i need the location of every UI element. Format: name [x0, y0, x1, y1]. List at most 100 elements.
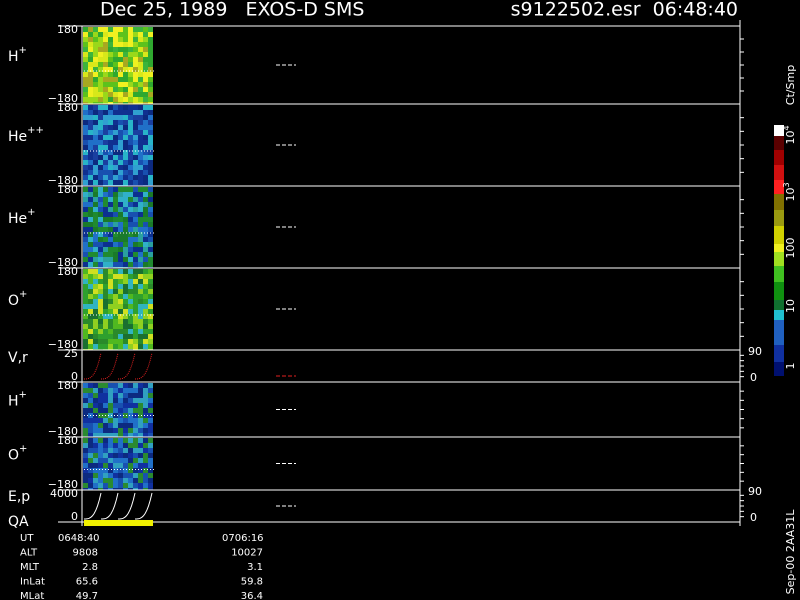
spectrogram-cell — [143, 197, 148, 202]
spectrogram-cell — [123, 42, 128, 47]
panel-label: E,p — [8, 489, 30, 505]
spectrogram-cell — [133, 388, 138, 393]
spectrogram-cell — [123, 468, 128, 473]
spectrogram-cell — [88, 192, 93, 197]
spectrogram-cell — [108, 309, 113, 314]
spectrogram-cell — [118, 423, 123, 428]
spectrogram-cell — [113, 92, 118, 97]
spectrogram-cell — [98, 170, 103, 175]
spectrogram-cell — [143, 334, 148, 339]
spectrogram-cell — [98, 473, 103, 478]
panel-label-base: H — [8, 49, 19, 65]
spectrogram-cell — [83, 155, 88, 160]
spectrogram-cell — [143, 398, 148, 403]
spectrogram-cell — [128, 262, 133, 267]
spectrogram-cell — [138, 269, 143, 274]
spectrogram-cell — [123, 473, 128, 478]
spectrogram-cell — [128, 304, 133, 309]
spectrogram-cell — [83, 37, 88, 42]
spectrogram-cell — [133, 47, 138, 52]
spectrogram-cell — [108, 187, 113, 192]
spectrogram-cell — [88, 247, 93, 252]
spectrogram-cell — [93, 334, 98, 339]
spectrogram-cell — [98, 130, 103, 135]
spectrogram-cell — [93, 448, 98, 453]
spectrogram-cell — [88, 77, 93, 82]
spectrogram-cell — [93, 339, 98, 344]
spectrogram-cell — [93, 120, 98, 125]
spectrogram-cell — [83, 160, 88, 165]
spectrogram-cell — [148, 458, 153, 463]
spectrogram-cell — [113, 82, 118, 87]
spectrogram-cell — [138, 110, 143, 115]
spectrogram-cell — [128, 428, 133, 433]
spectrogram-cell — [118, 87, 123, 92]
spectrogram-cell — [83, 165, 88, 170]
spectrogram-cell — [88, 115, 93, 120]
tick-label-top: 180 — [57, 23, 78, 36]
spectrogram-cell — [118, 319, 123, 324]
colorbar-segment — [774, 226, 784, 244]
spectrogram-cell — [138, 115, 143, 120]
spectrogram-cell — [133, 67, 138, 72]
spectrogram-cell — [133, 150, 138, 155]
spectrogram-cell — [93, 468, 98, 473]
spectrogram-cell — [108, 110, 113, 115]
spectrogram-cell — [108, 304, 113, 309]
spectrogram-cell — [98, 314, 103, 319]
spectrogram-cell — [128, 309, 133, 314]
spectrogram-cell — [88, 197, 93, 202]
spectrogram-cell — [148, 252, 153, 257]
spectrogram-cell — [133, 463, 138, 468]
spectrogram-cell — [93, 130, 98, 135]
colorbar-label-base: 10 — [784, 188, 797, 202]
spectrogram-cell — [93, 110, 98, 115]
spectrogram-cell — [138, 37, 143, 42]
tick-label-top: 180 — [57, 379, 78, 392]
spectrogram-cell — [128, 160, 133, 165]
spectrogram-cell — [98, 227, 103, 232]
spectrogram-cell — [93, 383, 98, 388]
spectrogram-cell — [138, 77, 143, 82]
spectrogram-cell — [138, 102, 143, 104]
spectrogram-cell — [148, 227, 153, 232]
spectrogram-cell — [113, 165, 118, 170]
spectrogram-cell — [93, 463, 98, 468]
spectrogram-cell — [108, 37, 113, 42]
spectrogram-cell — [103, 120, 108, 125]
spectrogram-cell — [143, 155, 148, 160]
spectrogram-cell — [118, 110, 123, 115]
spectrogram-cell — [103, 242, 108, 247]
spectrogram-cell — [83, 393, 88, 398]
spectrogram-cell — [93, 289, 98, 294]
spectrogram-cell — [133, 329, 138, 334]
spectrogram-cell — [133, 279, 138, 284]
spectrogram-cell — [128, 217, 133, 222]
spectrogram-cell — [103, 438, 108, 443]
spectrogram-cell — [93, 488, 98, 490]
spectrogram-cell — [123, 458, 128, 463]
spectrogram-cell — [118, 207, 123, 212]
spectrogram-cell — [123, 423, 128, 428]
spectrogram-cell — [128, 145, 133, 150]
spectrogram-cell — [118, 403, 123, 408]
spectrogram-cell — [83, 140, 88, 145]
footer-value: 2.8 — [82, 562, 98, 573]
spectrogram-cell — [118, 408, 123, 413]
colorbar-segment — [774, 194, 784, 210]
spectrogram-cell — [103, 160, 108, 165]
panel-label-sup: + — [19, 289, 27, 300]
spectrogram-cell — [138, 97, 143, 102]
spectrogram-cell — [83, 42, 88, 47]
spectrogram-cell — [108, 284, 113, 289]
spectrogram-cell — [138, 383, 143, 388]
spectrogram-cell — [143, 463, 148, 468]
spectrogram-cell — [108, 314, 113, 319]
spectrogram-cell — [103, 72, 108, 77]
spectrogram-cell — [113, 212, 118, 217]
spectrogram-cell — [143, 262, 148, 267]
spectrogram-cell — [133, 403, 138, 408]
spectrogram-cell — [83, 82, 88, 87]
spectrogram-cell — [83, 175, 88, 180]
